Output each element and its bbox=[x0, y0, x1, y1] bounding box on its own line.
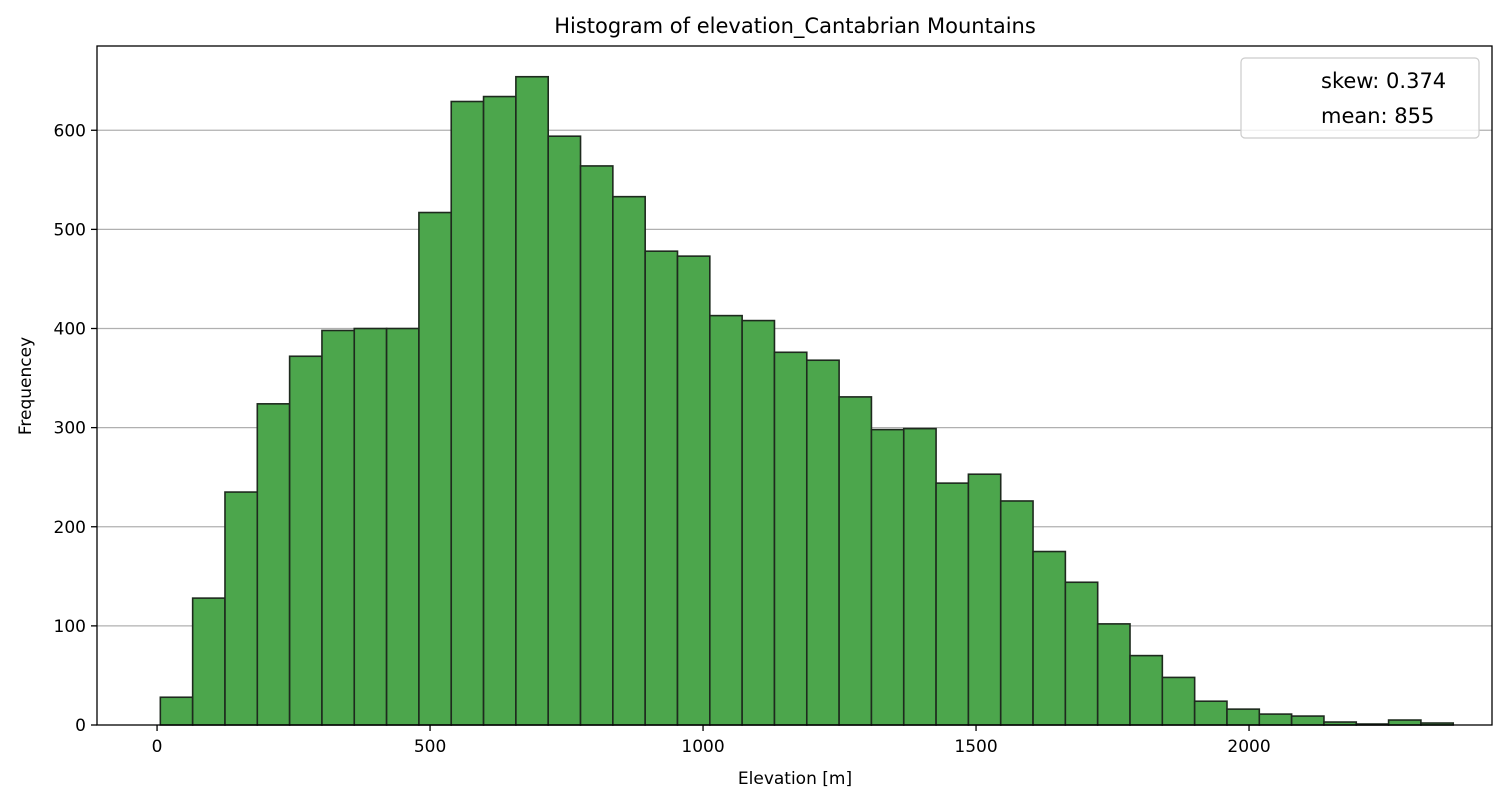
histogram-bars bbox=[159, 75, 1455, 726]
histogram-bar bbox=[1096, 623, 1131, 726]
histogram-bar bbox=[547, 135, 582, 726]
histogram-bar bbox=[1290, 715, 1325, 726]
y-tick-label: 200 bbox=[54, 518, 86, 538]
histogram-bar bbox=[256, 403, 291, 726]
histogram-bar bbox=[967, 473, 1002, 726]
y-tick-label: 600 bbox=[54, 121, 86, 141]
x-axis-ticks: 0 500 1000 1500 2000 bbox=[152, 725, 1271, 757]
histogram-bar bbox=[1032, 550, 1067, 726]
histogram-bar bbox=[870, 428, 905, 726]
legend: skew: 0.374 mean: 855 bbox=[1240, 57, 1480, 139]
histogram-bar bbox=[773, 351, 808, 726]
x-tick-label: 500 bbox=[414, 737, 446, 757]
y-tick-label: 0 bbox=[75, 716, 86, 736]
histogram-bar bbox=[805, 359, 840, 726]
histogram-bar bbox=[515, 75, 550, 726]
plot-frame bbox=[96, 45, 1493, 726]
histogram-bar bbox=[1226, 708, 1261, 726]
x-tick-label: 1500 bbox=[954, 737, 997, 757]
histogram-bar bbox=[709, 314, 743, 726]
histogram-bar bbox=[321, 329, 356, 726]
histogram-bar bbox=[1387, 719, 1422, 726]
histogram-bar bbox=[935, 482, 970, 726]
histogram-bar bbox=[224, 491, 259, 726]
y-tick-label: 400 bbox=[54, 320, 86, 340]
y-axis-ticks: 0 100 200 300 400 500 600 bbox=[54, 121, 97, 736]
x-tick-label: 0 bbox=[152, 737, 163, 757]
histogram-bar bbox=[482, 95, 517, 726]
histogram-bar bbox=[159, 696, 194, 726]
histogram-bar bbox=[191, 597, 226, 726]
histogram-bar bbox=[1161, 676, 1196, 726]
histogram-bar bbox=[676, 255, 711, 726]
y-tick-label: 100 bbox=[54, 617, 86, 637]
histogram-bar bbox=[838, 396, 873, 726]
histogram-bar bbox=[353, 327, 388, 726]
histogram-bar bbox=[1258, 713, 1293, 726]
histogram-bar bbox=[612, 195, 646, 726]
x-axis-label: Elevation [m] bbox=[738, 769, 852, 789]
histogram-bar bbox=[1064, 581, 1099, 726]
chart-title: Histogram of elevation_Cantabrian Mounta… bbox=[554, 14, 1036, 39]
y-axis-label: Frequencey bbox=[16, 337, 36, 435]
histogram-bar bbox=[644, 250, 679, 726]
histogram-bar bbox=[418, 211, 453, 726]
histogram-bar bbox=[288, 355, 323, 726]
histogram-bar bbox=[1193, 700, 1228, 726]
histogram-bar bbox=[450, 100, 485, 726]
legend-mean: mean: 855 bbox=[1321, 104, 1434, 128]
histogram-bar bbox=[1129, 654, 1164, 726]
legend-skew: skew: 0.374 bbox=[1321, 69, 1446, 93]
histogram-bar bbox=[385, 327, 420, 726]
y-tick-label: 500 bbox=[54, 220, 86, 240]
histogram-bar bbox=[902, 427, 937, 726]
histogram-bar bbox=[999, 500, 1034, 726]
x-tick-label: 2000 bbox=[1227, 737, 1270, 757]
x-tick-label: 1000 bbox=[681, 737, 724, 757]
legend-box bbox=[1240, 57, 1480, 139]
histogram-bar bbox=[741, 319, 776, 726]
y-tick-label: 300 bbox=[54, 419, 86, 439]
histogram-bar bbox=[579, 165, 614, 726]
